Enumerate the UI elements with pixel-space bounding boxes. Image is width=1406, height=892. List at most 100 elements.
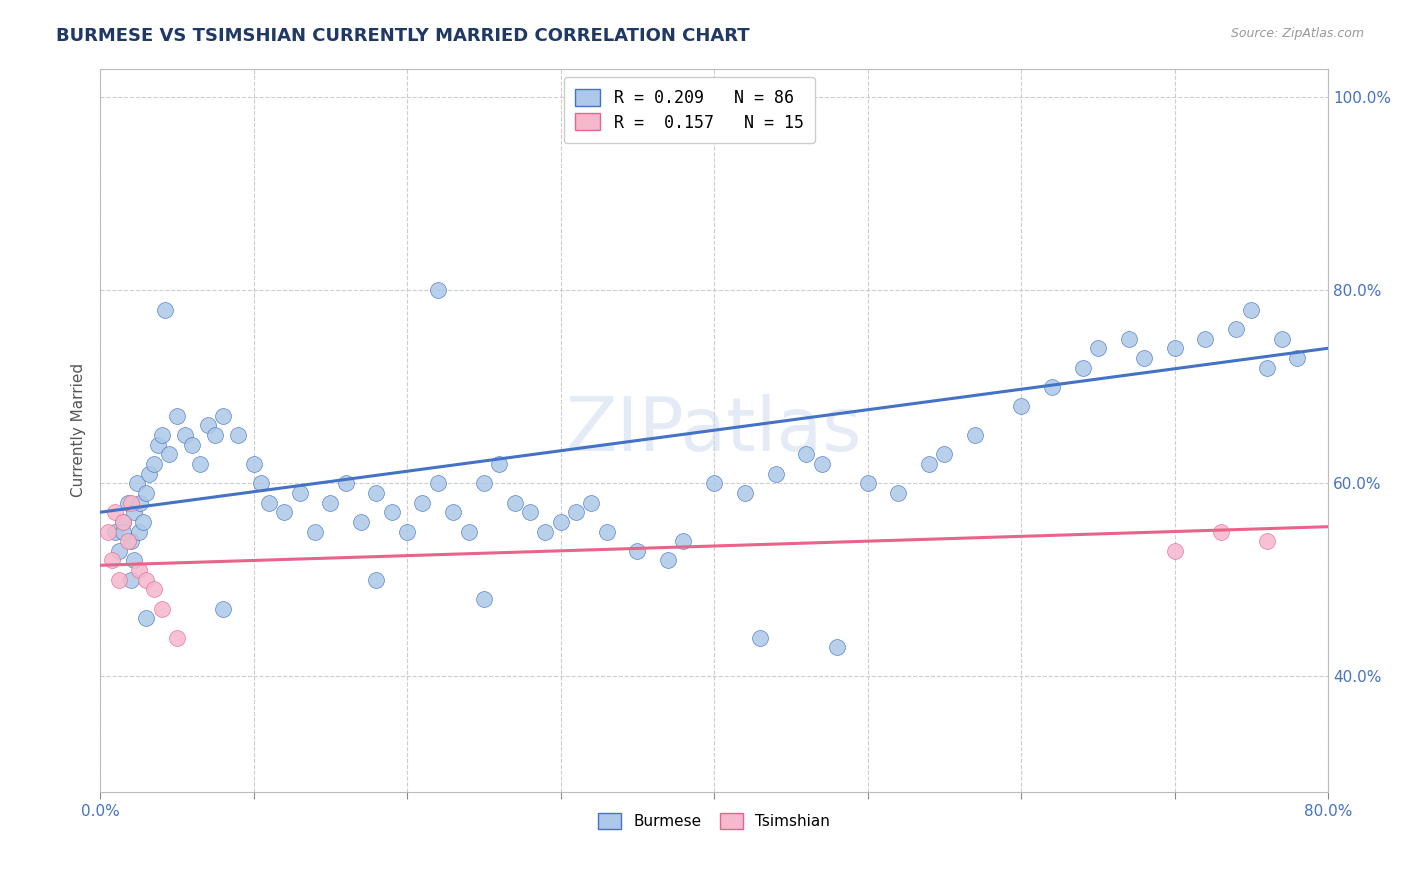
Point bbox=[503, 495, 526, 509]
Point bbox=[135, 611, 157, 625]
Point bbox=[166, 409, 188, 423]
Point bbox=[856, 476, 879, 491]
Text: Source: ZipAtlas.com: Source: ZipAtlas.com bbox=[1230, 27, 1364, 40]
Point bbox=[212, 409, 235, 423]
Point bbox=[534, 524, 557, 539]
Point bbox=[150, 601, 173, 615]
Point bbox=[122, 505, 145, 519]
Point bbox=[104, 505, 127, 519]
Point bbox=[749, 631, 772, 645]
Point bbox=[142, 582, 165, 597]
Point bbox=[810, 457, 832, 471]
Point bbox=[1256, 360, 1278, 375]
Point bbox=[457, 524, 479, 539]
Point bbox=[1163, 341, 1185, 355]
Point bbox=[1010, 399, 1032, 413]
Point bbox=[734, 486, 756, 500]
Point bbox=[1256, 534, 1278, 549]
Point bbox=[472, 592, 495, 607]
Point bbox=[226, 428, 249, 442]
Point bbox=[128, 524, 150, 539]
Point bbox=[366, 573, 388, 587]
Point bbox=[366, 486, 388, 500]
Point bbox=[117, 534, 139, 549]
Point bbox=[965, 428, 987, 442]
Point bbox=[107, 544, 129, 558]
Point bbox=[120, 573, 142, 587]
Point bbox=[1040, 380, 1063, 394]
Point bbox=[350, 515, 373, 529]
Point bbox=[581, 495, 603, 509]
Point bbox=[242, 457, 264, 471]
Point bbox=[153, 302, 176, 317]
Text: BURMESE VS TSIMSHIAN CURRENTLY MARRIED CORRELATION CHART: BURMESE VS TSIMSHIAN CURRENTLY MARRIED C… bbox=[56, 27, 749, 45]
Point bbox=[426, 476, 449, 491]
Point bbox=[1087, 341, 1109, 355]
Point bbox=[197, 418, 219, 433]
Point bbox=[150, 428, 173, 442]
Point bbox=[1286, 351, 1309, 365]
Text: ZIPatlas: ZIPatlas bbox=[567, 393, 862, 467]
Point bbox=[157, 447, 180, 461]
Point bbox=[117, 495, 139, 509]
Point bbox=[166, 631, 188, 645]
Point bbox=[104, 524, 127, 539]
Point bbox=[918, 457, 941, 471]
Point bbox=[1209, 524, 1232, 539]
Point bbox=[703, 476, 725, 491]
Point bbox=[825, 640, 848, 655]
Point bbox=[101, 553, 124, 567]
Point bbox=[288, 486, 311, 500]
Point bbox=[319, 495, 342, 509]
Point bbox=[1194, 332, 1216, 346]
Point bbox=[794, 447, 817, 461]
Point bbox=[396, 524, 419, 539]
Point bbox=[138, 467, 160, 481]
Point bbox=[112, 515, 135, 529]
Point bbox=[472, 476, 495, 491]
Point bbox=[887, 486, 910, 500]
Point bbox=[672, 534, 695, 549]
Point bbox=[97, 524, 120, 539]
Point bbox=[1240, 302, 1263, 317]
Point bbox=[107, 573, 129, 587]
Point bbox=[1225, 322, 1247, 336]
Point bbox=[135, 486, 157, 500]
Point bbox=[595, 524, 617, 539]
Point bbox=[426, 284, 449, 298]
Point bbox=[212, 601, 235, 615]
Point bbox=[765, 467, 787, 481]
Point bbox=[112, 524, 135, 539]
Point bbox=[441, 505, 464, 519]
Point bbox=[181, 438, 204, 452]
Point bbox=[148, 438, 170, 452]
Point bbox=[112, 515, 135, 529]
Point bbox=[250, 476, 273, 491]
Point bbox=[626, 544, 648, 558]
Y-axis label: Currently Married: Currently Married bbox=[72, 363, 86, 498]
Point bbox=[550, 515, 572, 529]
Point bbox=[519, 505, 541, 519]
Point bbox=[120, 495, 142, 509]
Point bbox=[934, 447, 956, 461]
Legend: Burmese, Tsimshian: Burmese, Tsimshian bbox=[592, 806, 837, 835]
Point bbox=[304, 524, 326, 539]
Point bbox=[257, 495, 280, 509]
Point bbox=[125, 476, 148, 491]
Point bbox=[204, 428, 226, 442]
Point bbox=[335, 476, 357, 491]
Point bbox=[1163, 544, 1185, 558]
Point bbox=[188, 457, 211, 471]
Point bbox=[128, 563, 150, 577]
Point bbox=[381, 505, 404, 519]
Point bbox=[657, 553, 679, 567]
Point bbox=[1133, 351, 1156, 365]
Point bbox=[120, 534, 142, 549]
Point bbox=[1118, 332, 1140, 346]
Point bbox=[273, 505, 295, 519]
Point bbox=[122, 553, 145, 567]
Point bbox=[411, 495, 433, 509]
Point bbox=[565, 505, 588, 519]
Point bbox=[1271, 332, 1294, 346]
Point bbox=[1071, 360, 1094, 375]
